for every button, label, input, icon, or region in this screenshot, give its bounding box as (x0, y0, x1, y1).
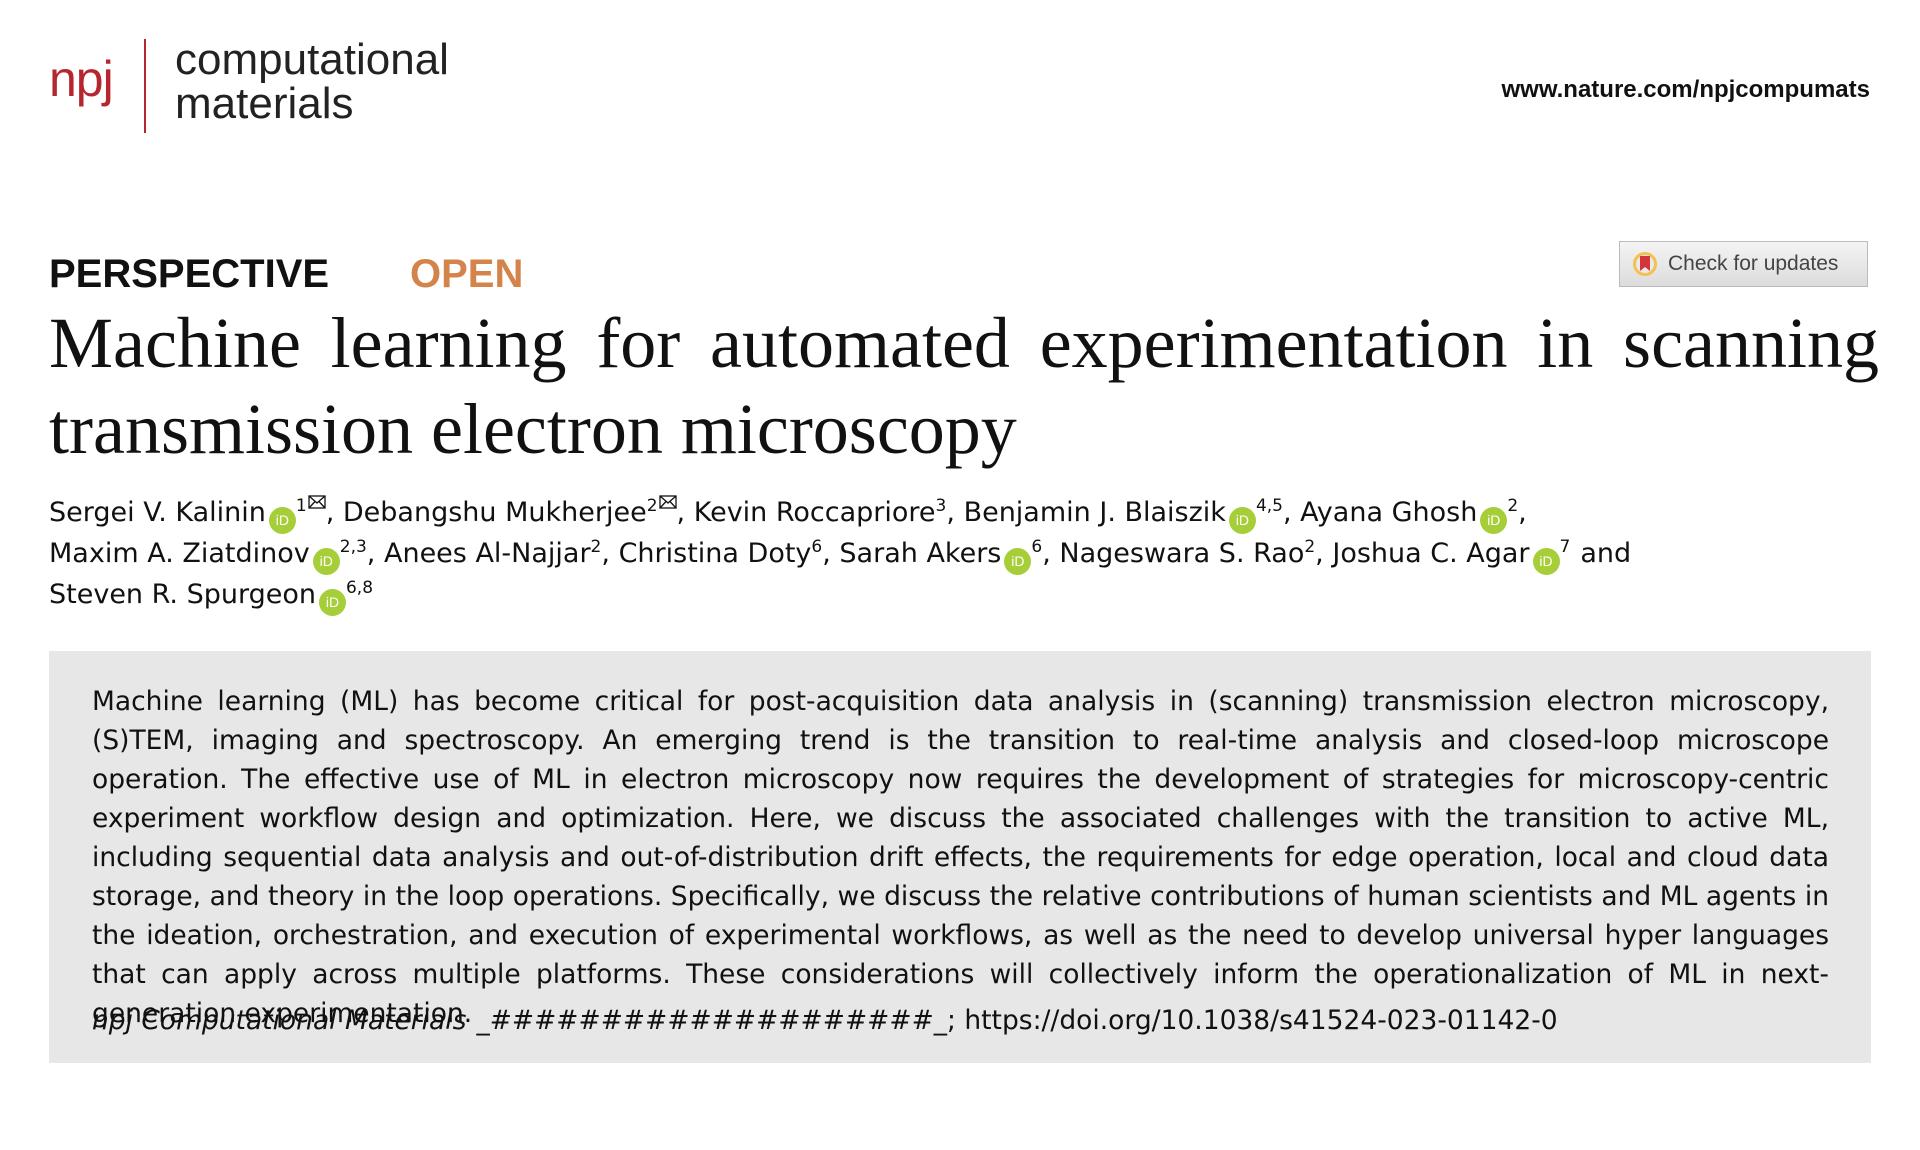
author-name: Sergei V. Kalinin (49, 497, 266, 528)
author: Nageswara S. Rao2, (1059, 538, 1323, 569)
journal-name-line: materials (175, 79, 354, 128)
citation: npj Computational Materials _############… (92, 1005, 1558, 1036)
abstract: Machine learning (ML) has become critica… (92, 686, 1829, 1029)
journal-brand: npj (49, 51, 114, 107)
check-updates-button[interactable]: Check for updates (1619, 241, 1868, 287)
article-type: PERSPECTIVE (49, 252, 330, 296)
affiliation: 2 (1507, 496, 1519, 516)
separator: , (366, 538, 376, 569)
orcid-icon: iD (1480, 507, 1508, 534)
affiliation: 6 (1031, 537, 1043, 557)
author-name: Nageswara S. Rao (1059, 538, 1305, 569)
author-name: Christina Doty (618, 538, 812, 569)
affiliation: 4,5 (1255, 496, 1283, 516)
affiliation: 6,8 (345, 578, 374, 598)
separator: , (1518, 497, 1527, 528)
separator: , (676, 497, 686, 528)
separator: , (946, 497, 955, 528)
article-title: Machine learning for automated experimen… (49, 303, 1879, 469)
affiliation: 2 (590, 537, 602, 557)
separator: , (1315, 538, 1324, 569)
author: Kevin Roccapriore3, (694, 497, 955, 528)
author: Anees Al-Najjar2, (384, 538, 610, 569)
author-name: Joshua C. Agar (1332, 538, 1530, 569)
author-name: Ayana Ghosh (1300, 497, 1478, 528)
affiliation: 1 (295, 496, 307, 516)
email-icon (308, 495, 326, 509)
citation-doi: _####################_; https://doi.org/… (476, 1005, 1558, 1036)
journal-name: computational materials (175, 38, 449, 126)
abstract-box (49, 651, 1871, 1063)
orcid-icon: iD (318, 589, 346, 616)
author: Joshua C. Agar iD7 and (1332, 537, 1632, 575)
journal-url[interactable]: www.nature.com/npjcompumats (1501, 76, 1871, 103)
affiliation: 2 (646, 496, 658, 516)
separator: , (1042, 538, 1051, 569)
author-name: Kevin Roccapriore (693, 497, 936, 528)
affiliation: 3 (935, 496, 947, 516)
author: Christina Doty6, (619, 538, 831, 569)
separator: , (822, 538, 831, 569)
citation-journal: npj Computational Materials (92, 1005, 467, 1036)
orcid-icon: iD (1228, 507, 1256, 534)
separator: and (1580, 538, 1632, 569)
separator: , (325, 497, 335, 528)
author: Steven R. Spurgeon iD6,8 (49, 578, 374, 616)
author: Benjamin J. Blaiszik iD4,5, (963, 496, 1292, 534)
author-name: Benjamin J. Blaiszik (963, 497, 1226, 528)
author-list: Sergei V. Kalinin iD1, Debangshu Mukherje… (49, 493, 1749, 616)
separator: , (1282, 497, 1292, 528)
updates-label: Check for updates (1668, 252, 1839, 275)
affiliation: 6 (811, 537, 823, 557)
author: Ayana Ghosh iD2, (1300, 496, 1527, 534)
author-name: Debangshu Mukherjee (342, 497, 647, 528)
updates-icon (1633, 252, 1657, 276)
author: Debangshu Mukherjee2, (342, 495, 686, 528)
affiliation: 2,3 (339, 537, 367, 557)
email-icon (658, 495, 677, 509)
separator: , (601, 538, 610, 569)
orcid-icon: iD (1532, 548, 1560, 575)
author-name: Anees Al-Najjar (383, 538, 591, 569)
author-name: Sarah Akers (839, 538, 1002, 569)
author-name: Maxim A. Ziatdinov (49, 538, 310, 569)
author: Sergei V. Kalinin iD1, (49, 495, 335, 534)
author-name: Steven R. Spurgeon (49, 579, 316, 610)
orcid-icon: iD (268, 507, 296, 534)
affiliation: 2 (1304, 537, 1316, 557)
author: Sarah Akers iD6, (839, 537, 1051, 575)
open-access: OPEN (410, 252, 524, 296)
brand-rule (144, 39, 146, 133)
journal-name-line: computational (175, 35, 449, 84)
orcid-icon: iD (1004, 548, 1032, 575)
orcid-icon: iD (312, 548, 340, 575)
author: Maxim A. Ziatdinov iD2,3, (49, 537, 376, 575)
affiliation: 7 (1559, 537, 1571, 557)
